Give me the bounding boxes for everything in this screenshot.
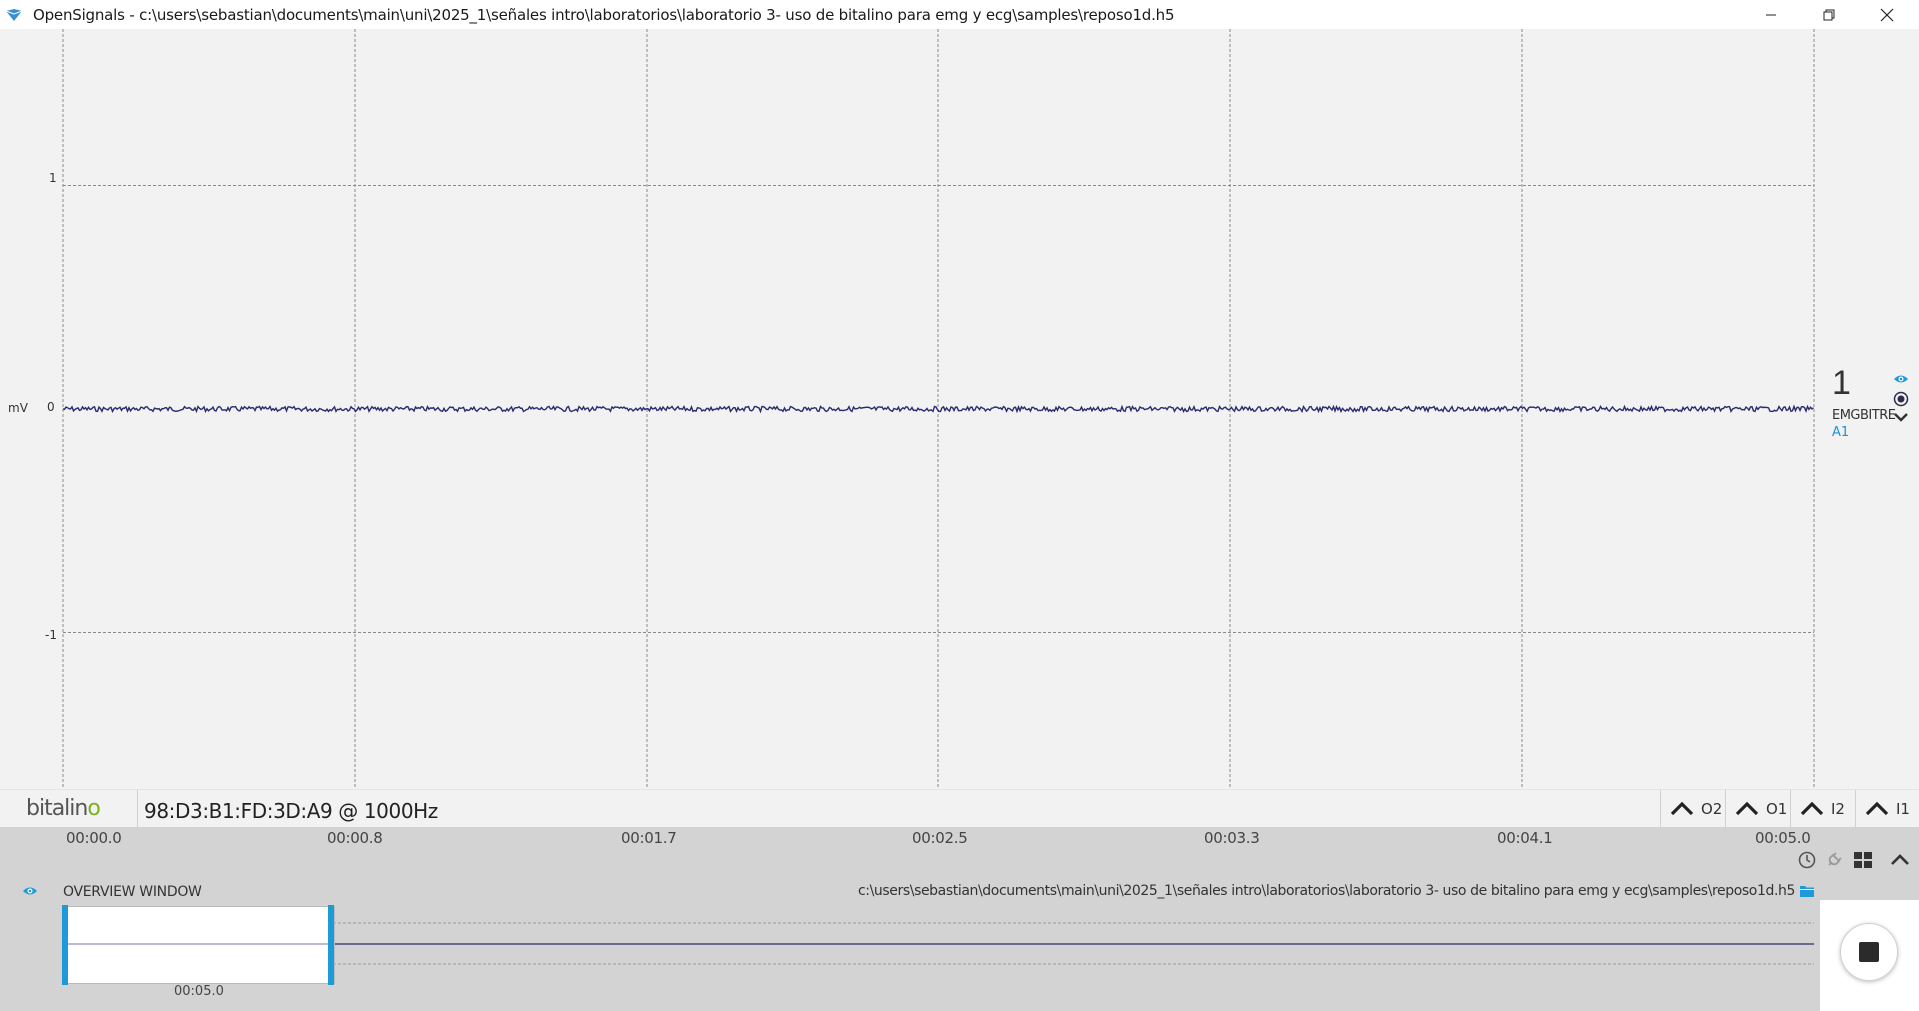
plug-icon	[1828, 852, 1842, 866]
window-title: OpenSignals - c:\users\sebastian\documen…	[33, 5, 1175, 24]
signal-plot[interactable]: mV 1 0 -1	[0, 29, 1919, 789]
clock-button[interactable]	[1795, 848, 1819, 872]
overview-selection-window[interactable]	[63, 906, 335, 984]
restore-button[interactable]	[1800, 0, 1858, 29]
channel-panel: 1 EMGBITRE A1	[1828, 340, 1919, 460]
plug-button[interactable]	[1822, 848, 1846, 872]
io-label-i2: I2	[1831, 800, 1845, 818]
time-label: 00:00.0	[66, 829, 122, 847]
io-label-i1: I1	[1896, 800, 1910, 818]
clock-icon	[1798, 851, 1816, 869]
minimize-icon	[1766, 14, 1776, 15]
emg-signal-trace	[62, 404, 1814, 414]
device-bar: bitalino 98:D3:B1:FD:3D:A9 @ 1000Hz O2 O…	[0, 789, 1919, 828]
overview-left-handle[interactable]	[62, 905, 68, 985]
channel-number: 1	[1832, 364, 1851, 402]
target-icon	[1893, 391, 1909, 407]
overview-chart	[63, 922, 1814, 965]
minimize-button[interactable]	[1742, 0, 1800, 29]
output-o1-button[interactable]: O1	[1725, 790, 1787, 828]
channel-target-button[interactable]	[1892, 391, 1910, 407]
collapse-panel-button[interactable]	[1888, 848, 1912, 872]
y-tick-minus-1: -1	[45, 628, 57, 642]
overview-visibility-button[interactable]	[22, 884, 38, 902]
overview-file-path: c:\users\sebastian\documents\main\uni\20…	[858, 883, 1795, 899]
chevron-up-icon	[1865, 801, 1889, 816]
input-i1-button[interactable]: I1	[1855, 790, 1910, 828]
overview-right-handle[interactable]	[328, 905, 334, 985]
signal-plot-canvas	[62, 29, 1815, 789]
chevron-up-icon	[1670, 801, 1694, 816]
stop-icon	[1859, 942, 1879, 962]
grid-icon	[1854, 852, 1872, 868]
bitalino-logo: bitalino	[26, 796, 101, 821]
io-label-o1: O1	[1766, 800, 1788, 818]
time-label: 00:01.7	[621, 829, 677, 847]
eye-icon	[23, 887, 37, 895]
chevron-up-icon	[1800, 801, 1824, 816]
chevron-up-icon	[1735, 801, 1759, 816]
title-bar: OpenSignals - c:\users\sebastian\documen…	[0, 0, 1919, 29]
overview-window-duration: 00:05.0	[174, 984, 224, 999]
layout-grid-button[interactable]	[1851, 848, 1875, 872]
channel-sensor-label: EMGBITRE	[1832, 408, 1896, 423]
y-tick-0: 0	[47, 400, 55, 414]
time-label: 00:00.8	[327, 829, 383, 847]
stop-record-button[interactable]	[1840, 923, 1898, 981]
channel-port-label: A1	[1832, 425, 1850, 440]
opensignals-app-icon	[5, 7, 25, 23]
input-i2-button[interactable]: I2	[1790, 790, 1845, 828]
y-axis-unit: mV	[8, 401, 28, 415]
device-mac-label: 98:D3:B1:FD:3D:A9 @ 1000Hz	[144, 799, 438, 823]
chevron-down-icon	[1894, 413, 1908, 422]
close-button[interactable]	[1858, 0, 1916, 29]
channel-options-button[interactable]	[1892, 409, 1910, 425]
device-separator	[137, 790, 138, 828]
chevron-up-icon	[1891, 854, 1909, 865]
io-label-o2: O2	[1701, 800, 1723, 818]
channel-visibility-button[interactable]	[1892, 371, 1910, 387]
folder-icon	[1800, 886, 1814, 897]
close-icon	[1880, 8, 1894, 21]
overview-title: OVERVIEW WINDOW	[63, 884, 202, 900]
time-label: 00:05.0	[1755, 829, 1811, 847]
overview-selection-trace	[64, 943, 334, 945]
output-o2-button[interactable]: O2	[1660, 790, 1722, 828]
vertical-gridlines	[62, 29, 1815, 789]
eye-icon	[1894, 375, 1908, 383]
time-label: 00:04.1	[1497, 829, 1553, 847]
y-tick-1: 1	[49, 171, 57, 185]
time-label: 00:03.3	[1204, 829, 1260, 847]
horizontal-gridlines	[63, 184, 1814, 634]
time-label: 00:02.5	[912, 829, 968, 847]
open-folder-button[interactable]	[1799, 884, 1815, 903]
restore-icon	[1823, 9, 1835, 20]
